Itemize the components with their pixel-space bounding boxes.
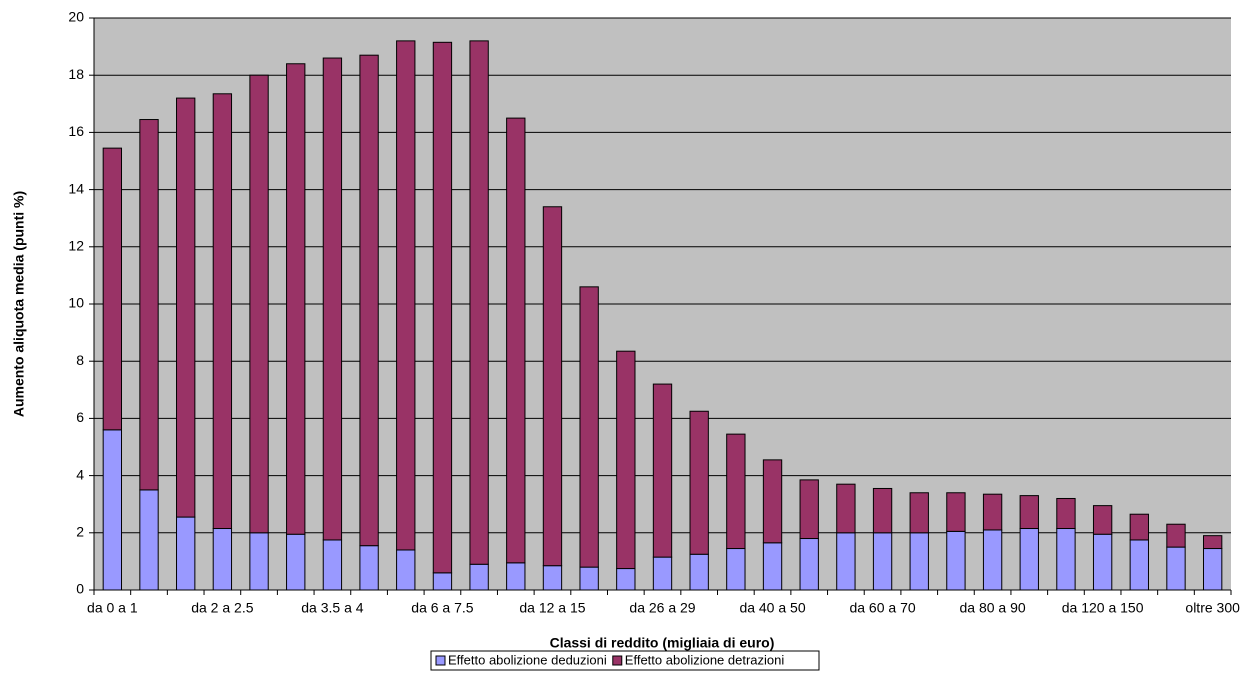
bar-segment	[1056, 497, 1076, 530]
bar-segment	[102, 429, 123, 591]
x-axis-title: Classi di reddito (migliaia di euro)	[550, 635, 775, 651]
y-tick-label: 10	[68, 295, 84, 311]
bar-segment	[836, 483, 856, 534]
bar-segment	[359, 545, 379, 591]
bar-segment	[506, 117, 526, 564]
bar-segment	[872, 487, 893, 534]
bar-segment	[762, 459, 783, 544]
bar-segment	[286, 63, 306, 535]
bar-segment	[1202, 548, 1223, 591]
y-tick-label: 6	[76, 409, 84, 425]
bar-segment	[322, 57, 343, 541]
x-tick-label: da 2 a 2.5	[191, 600, 253, 616]
bar-segment	[579, 286, 599, 568]
bar-segment	[982, 493, 1003, 531]
y-tick-label: 0	[76, 581, 84, 597]
bar-segment	[359, 54, 379, 547]
bar-segment	[652, 556, 673, 591]
y-tick-label: 2	[76, 524, 84, 540]
bar-segment	[909, 492, 929, 534]
bar-segment	[689, 553, 709, 591]
x-tick-label: da 120 a 150	[1062, 600, 1144, 616]
legend-label: Effetto abolizione deduzioni	[448, 652, 607, 667]
bar-segment	[946, 530, 966, 591]
y-tick-label: 14	[68, 180, 84, 196]
bar-segment	[872, 532, 893, 591]
x-tick-label: da 12 a 15	[519, 600, 585, 616]
bar-segment	[1092, 505, 1113, 535]
legend	[430, 650, 820, 671]
bar-segment	[1166, 546, 1186, 591]
x-tick-label: oltre 300	[1185, 600, 1240, 616]
bar-segment	[1092, 533, 1113, 591]
bar-segment	[799, 479, 819, 540]
bar-segment	[322, 539, 343, 591]
y-tick-label: 8	[76, 352, 84, 368]
bar-segment	[1129, 513, 1149, 541]
bar-segment	[139, 119, 159, 491]
bar-segment	[396, 40, 416, 551]
x-tick-label: da 60 a 70	[849, 600, 915, 616]
bar-segment	[1202, 535, 1223, 550]
bar-segment	[616, 568, 636, 591]
bar-segment	[176, 516, 196, 591]
bar-segment	[1056, 528, 1076, 591]
bar-segment	[432, 572, 453, 591]
y-tick-label: 20	[68, 9, 84, 25]
bar-segment	[946, 492, 966, 532]
bar-segment	[469, 40, 489, 565]
bar-segment	[799, 538, 819, 591]
x-tick-label: da 40 a 50	[739, 600, 805, 616]
bar-segment	[542, 565, 563, 591]
legend-label: Effetto abolizione detrazioni	[625, 652, 785, 667]
bar-segment	[176, 97, 196, 518]
bar-segment	[909, 532, 929, 591]
legend-swatch	[612, 655, 623, 666]
bar-segment	[212, 93, 233, 530]
bar-segment	[616, 350, 636, 570]
bar-segment	[469, 563, 489, 591]
x-tick-label: da 80 a 90	[960, 600, 1026, 616]
bar-segment	[249, 532, 269, 591]
bar-segment	[836, 532, 856, 591]
y-tick-label: 18	[68, 66, 84, 82]
bar-segment	[286, 533, 306, 591]
bar-segment	[1166, 523, 1186, 548]
bar-segment	[432, 41, 453, 574]
y-tick-label: 4	[76, 466, 84, 482]
bar-segment	[982, 529, 1003, 591]
bar-segment	[1129, 539, 1149, 591]
legend-swatch	[435, 655, 446, 666]
bar-segment	[506, 562, 526, 591]
bar-segment	[102, 147, 123, 431]
x-tick-label: da 0 a 1	[87, 600, 138, 616]
bar-segment	[762, 542, 783, 591]
y-tick-label: 16	[68, 123, 84, 139]
bar-segment	[1019, 495, 1039, 530]
x-tick-label: da 3.5 a 4	[301, 600, 363, 616]
bar-segment	[212, 528, 233, 591]
bar-segment	[726, 548, 746, 591]
x-tick-label: da 26 a 29	[629, 600, 695, 616]
bar-segment	[139, 489, 159, 591]
y-tick-label: 12	[68, 238, 84, 254]
x-tick-label: da 6 a 7.5	[411, 600, 473, 616]
bar-segment	[726, 433, 746, 550]
y-axis-title: Aumento aliquota media (punti %)	[11, 191, 27, 417]
bar-segment	[542, 206, 563, 567]
bar-segment	[689, 410, 709, 555]
bar-segment	[249, 74, 269, 534]
bar-segment	[652, 383, 673, 558]
bar-segment	[579, 566, 599, 591]
bar-segment	[1019, 528, 1039, 591]
bar-segment	[396, 549, 416, 591]
